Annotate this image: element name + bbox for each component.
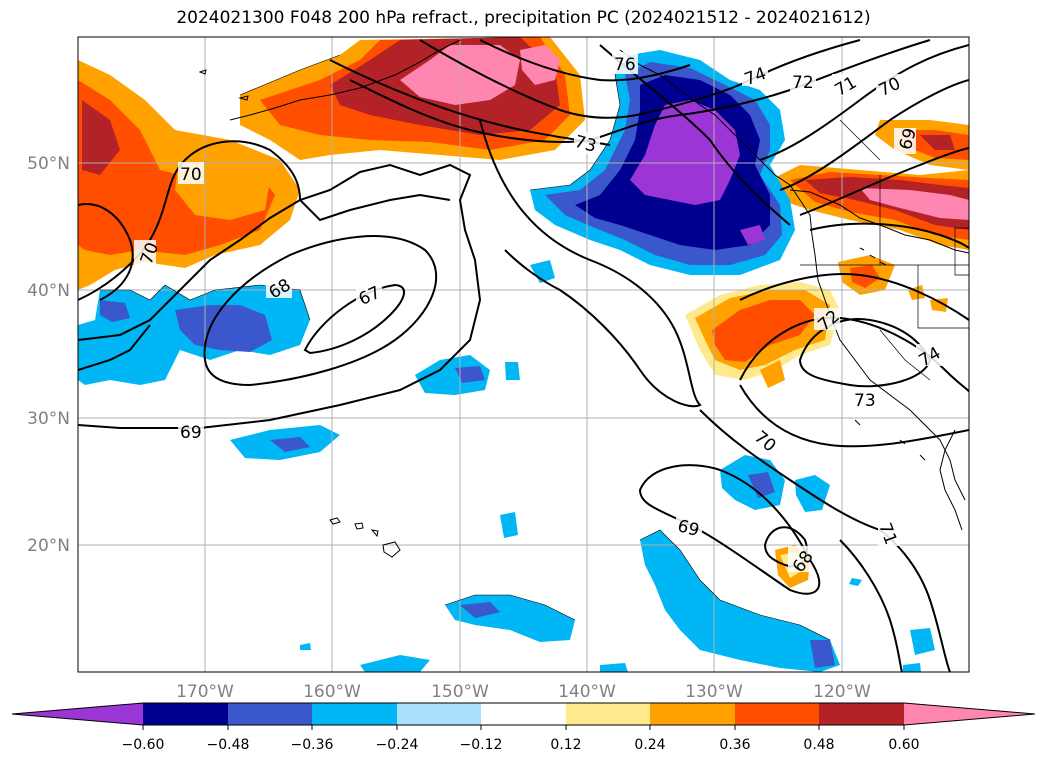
contour-label: 69 bbox=[180, 423, 202, 443]
contour-label-69: 69 bbox=[894, 126, 921, 154]
lon-label: 160°W bbox=[303, 682, 361, 702]
colorbar-tick-label: 0.24 bbox=[634, 737, 665, 753]
colorbar: −0.60 −0.48 −0.36 −0.24 −0.12 0.12 0.24 … bbox=[11, 702, 1036, 753]
contour-label: 73 bbox=[854, 391, 876, 411]
map-frame bbox=[77, 36, 970, 673]
political-borders bbox=[800, 119, 969, 381]
colorbar-swatch bbox=[819, 703, 904, 725]
lon-label: 120°W bbox=[813, 682, 871, 702]
colorbar-swatch bbox=[312, 703, 397, 725]
lat-label: 20°N bbox=[27, 536, 70, 556]
lon-label: 170°W bbox=[176, 682, 234, 702]
latitude-labels: 50°N 40°N 30°N 20°N bbox=[27, 154, 70, 556]
colorbar-tick-label: 0.12 bbox=[550, 737, 581, 753]
colorbar-swatch bbox=[143, 703, 228, 725]
lon-label: 140°W bbox=[558, 682, 616, 702]
colorbar-swatch bbox=[735, 703, 819, 725]
lon-label: 150°W bbox=[431, 682, 489, 702]
map-title: 2024021300 F048 200 hPa refract., precip… bbox=[176, 8, 871, 28]
contour-label-74: 74 bbox=[742, 64, 769, 90]
positive-precip-fields bbox=[78, 37, 969, 588]
colorbar-swatch bbox=[566, 703, 650, 725]
contour-label-73: 73 bbox=[572, 132, 600, 157]
contour-label-69-b: 69 bbox=[178, 420, 204, 443]
contour-label: 76 bbox=[614, 55, 636, 75]
contour-label-70-b: 70 bbox=[178, 162, 204, 185]
contour-label: 70 bbox=[180, 165, 202, 185]
colorbar-tick-label: −0.60 bbox=[122, 737, 165, 753]
lat-label: 30°N bbox=[27, 409, 70, 429]
colorbar-tick-label: 0.36 bbox=[719, 737, 750, 753]
colorbar-tick-label: −0.24 bbox=[376, 737, 419, 753]
contour-label-71-b: 71 bbox=[874, 520, 901, 547]
contour-label-73-b: 73 bbox=[852, 388, 878, 411]
colorbar-swatch bbox=[481, 703, 566, 725]
colorbar-tick-label: −0.12 bbox=[460, 737, 503, 753]
colorbar-tick-label: 0.48 bbox=[803, 737, 834, 753]
colorbar-swatch bbox=[650, 703, 735, 725]
colorbar-swatch bbox=[397, 703, 481, 725]
colorbar-tick-label: 0.60 bbox=[888, 737, 919, 753]
colorbar-tick-label: −0.48 bbox=[207, 737, 250, 753]
lon-label: 130°W bbox=[685, 682, 743, 702]
colorbar-tick-label: −0.36 bbox=[291, 737, 334, 753]
colorbar-extend-min bbox=[12, 703, 143, 725]
lat-label: 50°N bbox=[27, 154, 70, 174]
colorbar-extend-max bbox=[904, 703, 1035, 725]
contour-label: 72 bbox=[792, 73, 814, 93]
contour-label-69-c: 69 bbox=[675, 516, 702, 541]
contour-label-76: 76 bbox=[612, 52, 638, 75]
contour-label-72: 72 bbox=[790, 70, 816, 93]
contour-label-70-d: 70 bbox=[750, 427, 780, 456]
longitude-labels: 170°W 160°W 150°W 140°W 130°W 120°W bbox=[176, 682, 871, 702]
lat-label: 40°N bbox=[27, 281, 70, 301]
colorbar-swatch bbox=[228, 703, 312, 725]
